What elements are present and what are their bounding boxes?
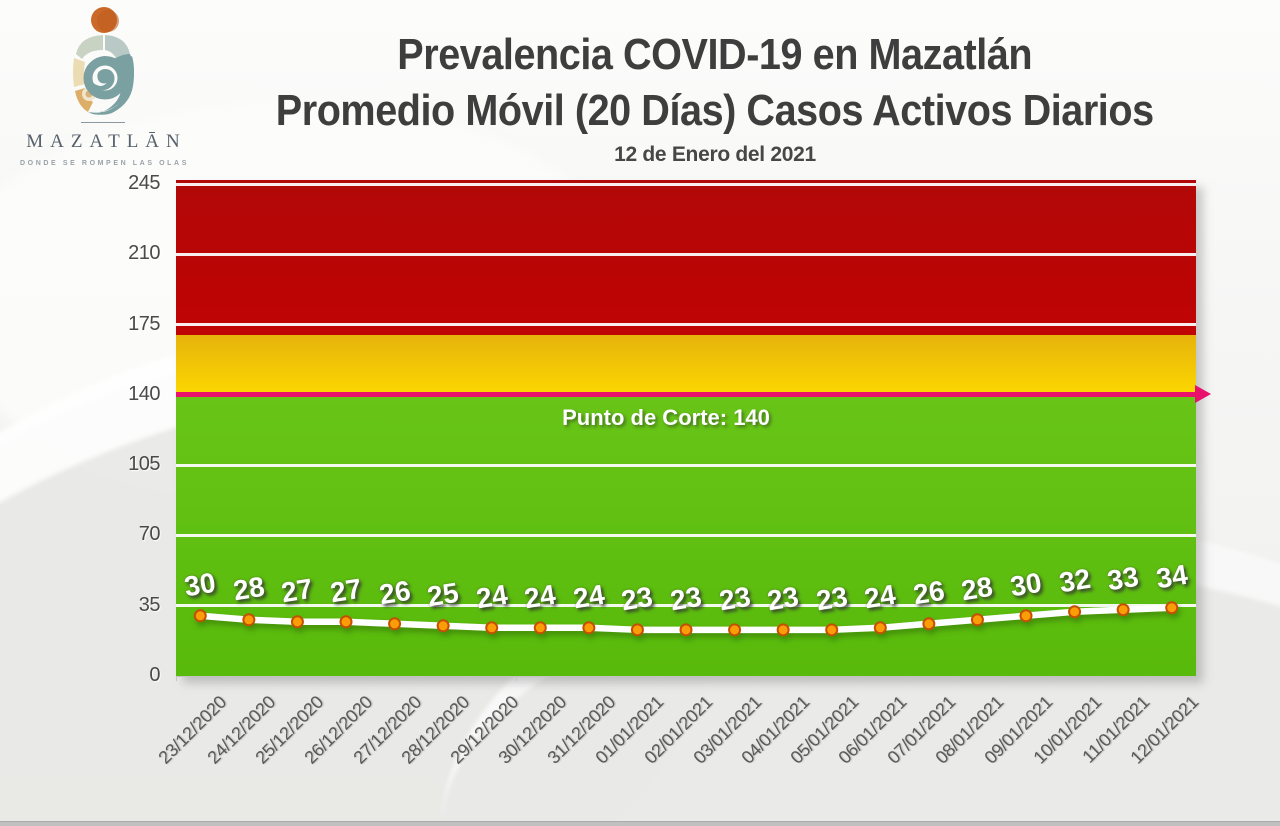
zone-yellow <box>176 334 1196 395</box>
gridline-210 <box>176 252 1196 256</box>
x-axis-tick <box>175 676 177 681</box>
y-axis-label: 175 <box>128 312 160 335</box>
page-title: Prevalencia COVID-19 en Mazatlán <box>397 30 1033 79</box>
header: Prevalencia COVID-19 en Mazatlán Promedi… <box>185 28 1245 167</box>
cutoff-arrow-icon <box>1195 385 1211 404</box>
data-point-marker <box>533 621 547 635</box>
mazatlan-logo: MAZATLĀN DONDE SE ROMPEN LAS OLAS <box>8 6 198 167</box>
y-axis-label: 70 <box>138 523 161 546</box>
x-axis-tick <box>709 676 711 681</box>
x-axis-tick <box>661 676 663 681</box>
x-axis-tick <box>564 676 566 681</box>
y-axis-label: 0 <box>149 664 160 686</box>
data-point-marker <box>922 617 936 631</box>
data-point-marker <box>776 623 790 637</box>
cutoff-label: Punto de Corte: 140 <box>562 404 770 430</box>
x-axis-line <box>176 676 1196 677</box>
data-point-marker <box>679 623 693 637</box>
y-axis-label: 140 <box>128 382 160 405</box>
cutoff-line <box>176 385 1211 404</box>
x-axis-tick <box>1049 676 1051 681</box>
logo-tagline-text: DONDE SE ROMPEN LAS OLAS <box>20 160 189 167</box>
x-axis-tick <box>1146 676 1148 681</box>
x-axis-tick <box>466 676 468 681</box>
x-axis-tick <box>224 676 226 681</box>
gridline-70 <box>176 533 1196 537</box>
data-point-marker <box>582 621 596 635</box>
data-point-marker <box>1165 601 1179 615</box>
data-point-marker <box>436 619 450 633</box>
data-point-marker <box>970 613 984 627</box>
x-axis-tick <box>758 676 760 681</box>
data-point-marker <box>339 615 353 629</box>
logo-brand-text: MAZATLĀN <box>26 131 187 152</box>
y-axis-label: 105 <box>128 453 160 476</box>
y-axis-label: 35 <box>138 593 161 616</box>
data-point-marker <box>193 609 207 623</box>
x-axis-tick <box>855 676 857 681</box>
plot-area: Punto de Corte: 140 30 28 27 27 26 25 24 24 24 23 2… <box>176 180 1211 677</box>
x-axis-tick <box>321 676 323 681</box>
bottom-edge-bar <box>0 821 1280 826</box>
report-date: 12 de Enero del 2021 <box>614 143 816 166</box>
x-axis-tick <box>418 676 420 681</box>
data-point-marker <box>1068 605 1082 619</box>
data-point-marker <box>728 623 742 637</box>
x-axis-tick <box>612 676 614 681</box>
x-axis-tick <box>904 676 906 681</box>
data-point-marker <box>1116 603 1130 617</box>
gridline-175 <box>176 323 1196 327</box>
data-point-marker <box>1019 609 1033 623</box>
x-axis-tick <box>369 676 371 681</box>
y-axis-label: 210 <box>128 242 160 265</box>
data-point-marker <box>873 621 887 635</box>
data-point-marker <box>290 615 304 629</box>
x-axis-tick <box>515 676 517 681</box>
x-axis: 23/12/2020 24/12/2020 25/12/2020 26/12/2020… <box>155 676 1202 826</box>
x-axis-tick <box>806 676 808 681</box>
x-axis-tick <box>952 676 954 681</box>
y-axis-label: 245 <box>128 172 160 195</box>
mazatlan-shell-icon <box>73 7 134 115</box>
data-point-marker <box>388 617 402 631</box>
page-subtitle: Promedio Móvil (20 Días) Casos Activos D… <box>276 86 1154 135</box>
x-axis-tick <box>272 676 274 681</box>
gridline-105 <box>176 463 1196 467</box>
x-axis-tick <box>1195 676 1197 681</box>
data-point-marker <box>242 613 256 627</box>
zone-red <box>176 180 1196 335</box>
data-point-marker <box>485 621 499 635</box>
x-axis-tick <box>1098 676 1100 681</box>
logo-divider <box>81 122 125 123</box>
gridline-245 <box>176 182 1196 186</box>
gridline-35 <box>176 604 1196 608</box>
series-line-svg <box>193 601 1179 637</box>
data-point-marker <box>825 623 839 637</box>
data-point-marker <box>630 623 644 637</box>
x-axis-tick <box>1001 676 1003 681</box>
